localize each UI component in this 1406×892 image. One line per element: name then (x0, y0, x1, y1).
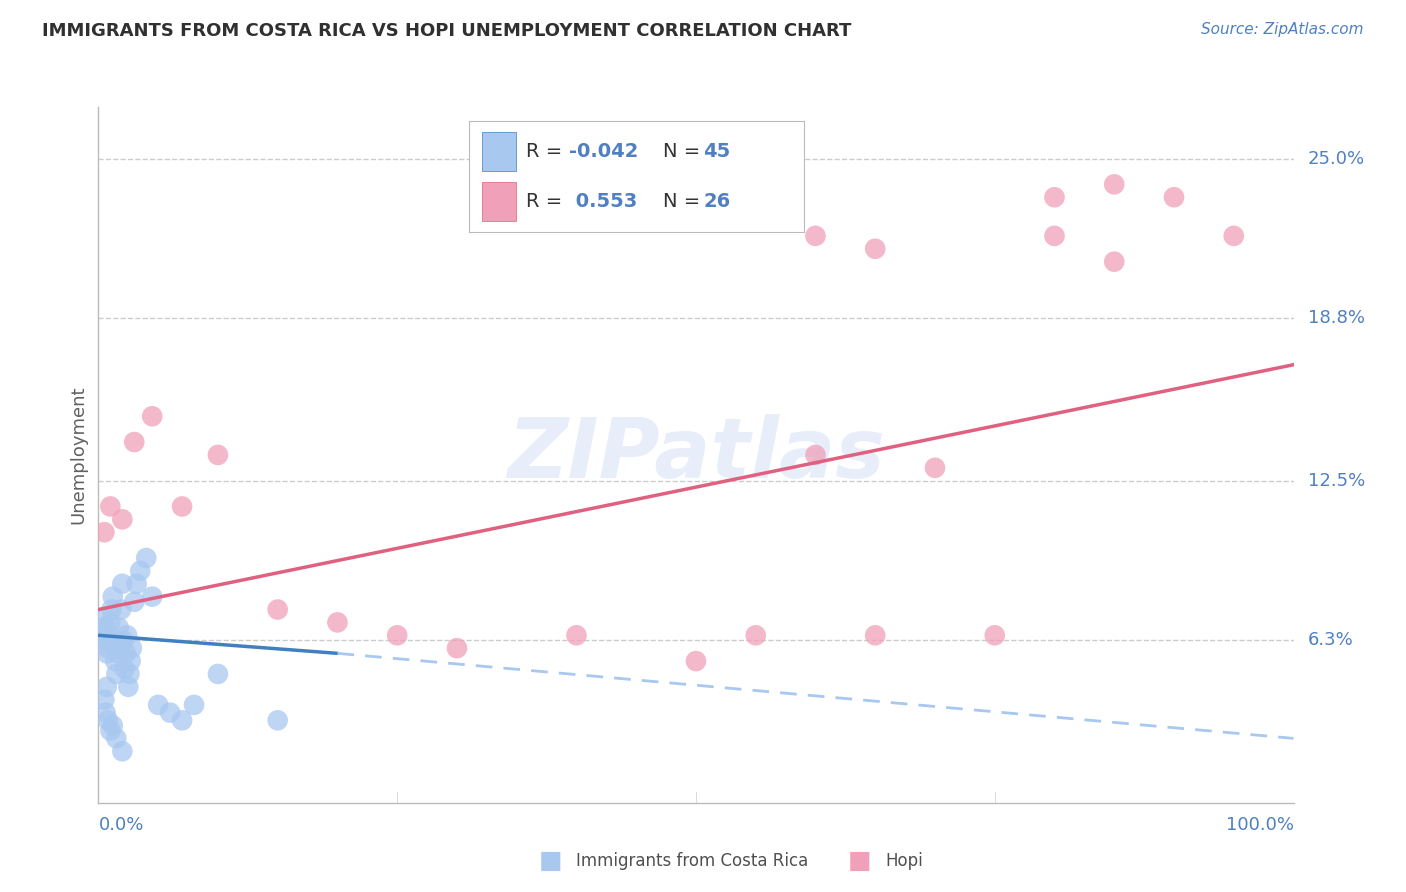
Text: IMMIGRANTS FROM COSTA RICA VS HOPI UNEMPLOYMENT CORRELATION CHART: IMMIGRANTS FROM COSTA RICA VS HOPI UNEMP… (42, 22, 852, 40)
Point (1102, 178, 1125, 192)
Point (124, 435, 146, 450)
Point (98, 500, 122, 514)
Point (107, 646, 129, 660)
Bar (482, 132, 516, 171)
Point (141, 409, 163, 424)
Point (148, 698, 170, 712)
Text: 26: 26 (703, 192, 730, 211)
Point (685, 654, 707, 668)
Text: Hopi: Hopi (886, 852, 924, 870)
Point (1043, 228, 1066, 243)
Point (93, 610, 115, 624)
Point (107, 621, 129, 635)
Text: 0.0%: 0.0% (98, 816, 143, 834)
Point (98, 615, 122, 630)
Point (804, 448, 827, 462)
Point (924, 460, 946, 475)
Text: 100.0%: 100.0% (1226, 816, 1294, 834)
Text: 6.3%: 6.3% (1308, 632, 1354, 649)
Point (93, 525, 115, 540)
Text: N =: N = (664, 192, 700, 211)
Text: -0.042: -0.042 (569, 142, 638, 161)
Text: 0.553: 0.553 (569, 192, 637, 211)
Point (183, 698, 205, 712)
Point (385, 628, 409, 642)
Point (114, 662, 136, 676)
Text: ■: ■ (538, 849, 562, 872)
Point (207, 448, 229, 462)
Point (108, 641, 131, 656)
Text: 18.8%: 18.8% (1308, 310, 1365, 327)
Point (97, 641, 120, 656)
Point (115, 628, 138, 642)
Point (91, 628, 114, 642)
Point (96, 646, 118, 660)
Point (124, 595, 146, 609)
Point (117, 680, 139, 694)
Point (172, 500, 194, 514)
Point (98, 628, 121, 642)
Point (100, 602, 122, 616)
Point (115, 646, 138, 660)
Point (1102, 254, 1125, 268)
Point (105, 667, 128, 681)
Point (141, 590, 163, 604)
Point (112, 633, 135, 648)
Point (121, 641, 143, 656)
Point (267, 714, 290, 728)
Point (98, 723, 122, 738)
Point (1222, 228, 1246, 243)
Point (120, 654, 142, 668)
Point (1163, 190, 1185, 204)
Point (267, 602, 290, 616)
Point (565, 628, 588, 642)
Point (446, 641, 468, 656)
Point (111, 512, 134, 526)
Point (1043, 190, 1066, 204)
Point (135, 551, 157, 566)
Point (172, 714, 194, 728)
Point (94, 633, 117, 648)
Point (129, 564, 152, 578)
Point (804, 228, 827, 243)
Point (863, 628, 886, 642)
Text: N =: N = (664, 142, 700, 161)
Text: 12.5%: 12.5% (1308, 472, 1365, 490)
Point (97, 714, 120, 728)
Text: 25.0%: 25.0% (1308, 150, 1365, 168)
Text: 45: 45 (703, 142, 730, 161)
Text: Source: ZipAtlas.com: Source: ZipAtlas.com (1201, 22, 1364, 37)
Bar (482, 182, 516, 221)
Text: R =: R = (526, 192, 562, 211)
Text: R =: R = (526, 142, 562, 161)
Point (159, 706, 181, 720)
Point (105, 731, 128, 746)
Point (207, 667, 229, 681)
Point (863, 242, 886, 256)
Point (96, 680, 118, 694)
Text: ZIPatlas: ZIPatlas (508, 415, 884, 495)
Point (103, 636, 125, 650)
Text: ■: ■ (848, 849, 872, 872)
Point (104, 654, 127, 668)
Point (118, 667, 141, 681)
Point (101, 590, 124, 604)
Point (983, 628, 1005, 642)
Point (745, 628, 768, 642)
Point (91, 621, 114, 635)
Text: Immigrants from Costa Rica: Immigrants from Costa Rica (576, 852, 808, 870)
Point (111, 744, 134, 758)
Point (111, 576, 134, 591)
Point (110, 602, 132, 616)
Point (101, 718, 124, 732)
Point (93, 692, 115, 706)
Y-axis label: Unemployment: Unemployment (69, 385, 87, 524)
Point (94, 706, 117, 720)
Point (326, 615, 349, 630)
Point (125, 576, 148, 591)
